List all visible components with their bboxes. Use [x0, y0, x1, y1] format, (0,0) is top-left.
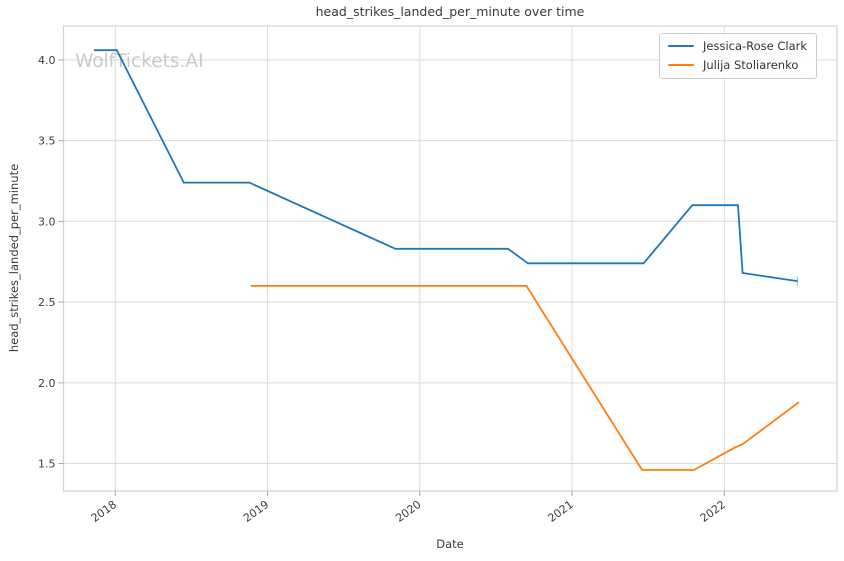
series-line-0	[94, 49, 798, 282]
chart-title: head_strikes_landed_per_minute over time	[315, 4, 585, 19]
x-tick-label: 2018	[89, 498, 119, 525]
y-tick-label: 2.0	[38, 377, 56, 390]
y-tick-label: 2.5	[38, 296, 56, 309]
x-tick-label: 2022	[698, 498, 728, 525]
legend-item: Jessica-Rose Clark	[668, 39, 807, 53]
x-tick-label: 2019	[241, 498, 271, 525]
legend-line-swatch	[668, 63, 694, 67]
legend: Jessica-Rose Clark Julija Stoliarenko	[659, 33, 818, 79]
x-tick-label: 2020	[393, 498, 423, 525]
y-tick-label: 4.0	[38, 54, 56, 67]
legend-item: Julija Stoliarenko	[668, 58, 807, 72]
legend-label: Jessica-Rose Clark	[703, 39, 808, 53]
x-tick-label: 2021	[546, 498, 576, 525]
y-axis-label: head_strikes_landed_per_minute	[7, 163, 21, 353]
x-axis-label: Date	[436, 537, 464, 551]
y-tick-label: 1.5	[38, 458, 56, 471]
watermark: WolfTickets.AI	[75, 51, 204, 72]
plot-border	[62, 25, 838, 492]
series-line-1	[250, 284, 800, 471]
legend-line-swatch	[668, 44, 694, 48]
y-tick-label: 3.0	[38, 215, 56, 228]
legend-label: Julija Stoliarenko	[703, 58, 799, 72]
y-tick-label: 3.5	[38, 135, 56, 148]
